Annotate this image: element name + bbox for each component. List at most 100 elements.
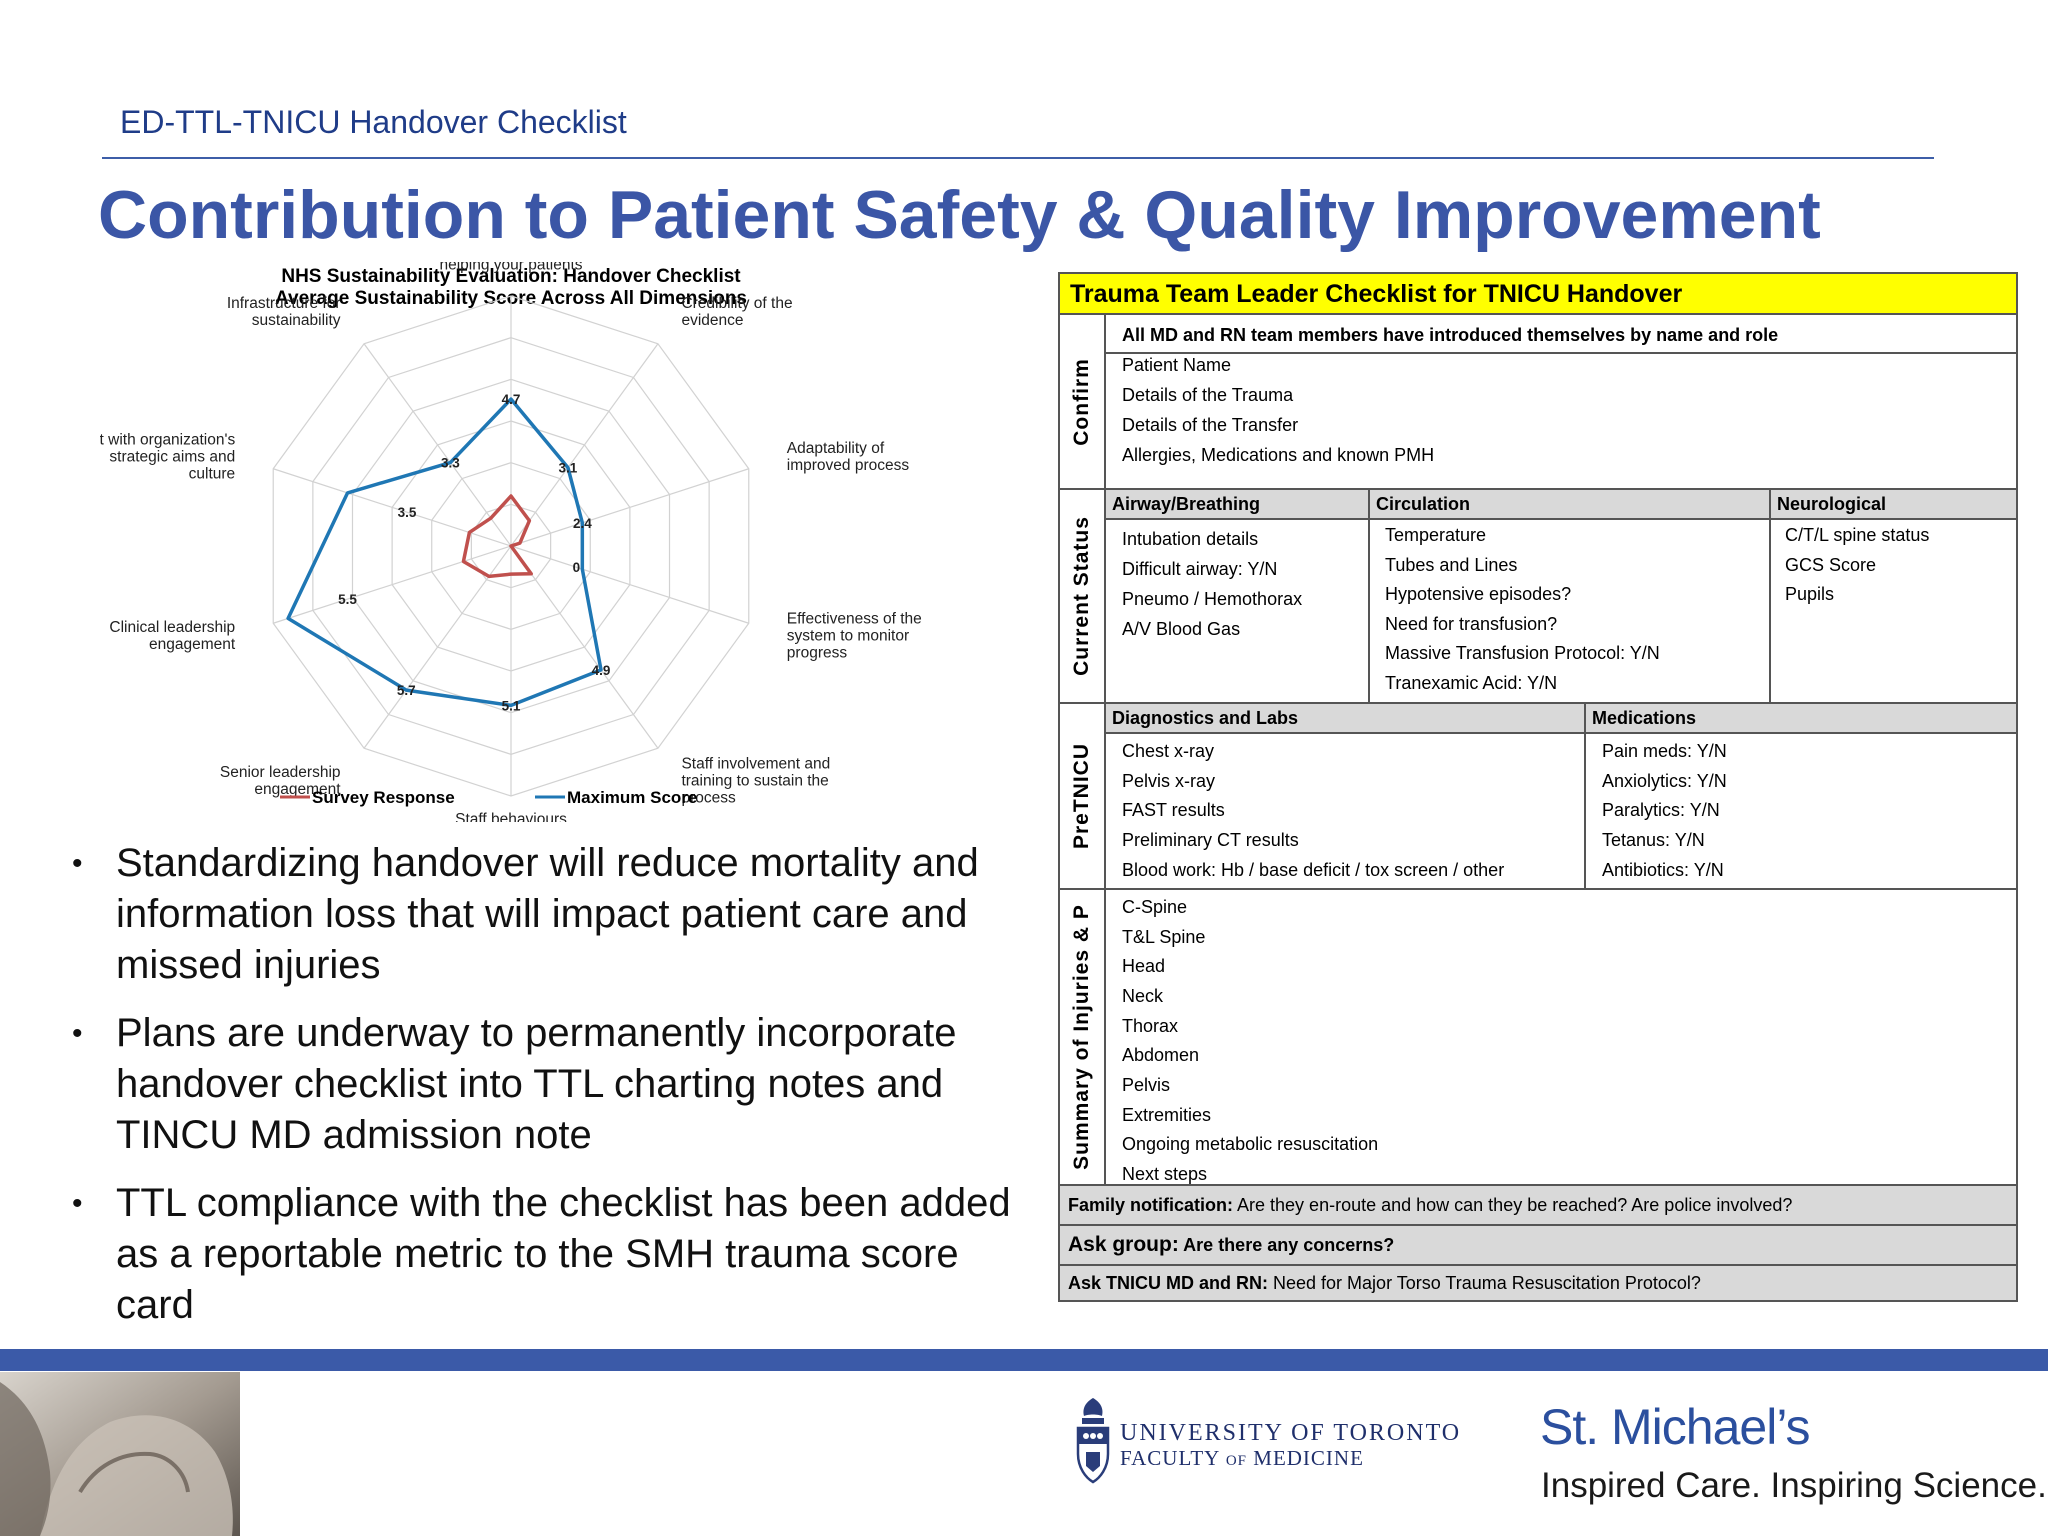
family-notification-label: Family notification: — [1068, 1195, 1234, 1215]
diagnostics-item: Pelvis x-ray — [1122, 771, 1216, 791]
summary-item: Abdomen — [1122, 1045, 1200, 1065]
chart-title: NHS Sustainability Evaluation: Handover … — [281, 266, 741, 287]
header-underline — [1104, 732, 2016, 734]
bullet-item: • TTL compliance with the checklist has b… — [70, 1178, 1030, 1331]
radar-dimension-label: Effectiveness of the system to monitor pro… — [787, 611, 922, 662]
radar-dimension-labels: Benefits beyondhelping your patients Cred… — [100, 262, 922, 822]
confirm-item: Patient Name — [1122, 355, 1232, 375]
airway-item: Intubation details — [1122, 529, 1259, 549]
airway-item: Pneumo / Hemothorax — [1122, 589, 1303, 609]
radar-dimension-label: Benefits beyondhelping your patients — [439, 262, 582, 274]
ttl-checklist: Trauma Team Leader Checklist for TNICU H… — [1058, 272, 2018, 1302]
medication-item: Paralytics: Y/N — [1602, 800, 1720, 820]
radar-value-label: 5.7 — [397, 683, 416, 698]
radar-value-label: 2.4 — [573, 516, 592, 531]
summary-item: Extremities — [1122, 1105, 1212, 1125]
footer-band — [0, 1349, 2048, 1371]
summary-item: Ongoing metabolic resuscitation — [1122, 1134, 1379, 1154]
checklist-label-divider — [1104, 315, 1106, 1184]
bar-divider — [1060, 1224, 2016, 1226]
bar-divider — [1060, 1264, 2016, 1266]
radar-value-label: 3.1 — [559, 461, 578, 476]
bullet-item: • Plans are underway to permanently incor… — [70, 1008, 1030, 1161]
bullet-text: Standardizing handover will reduce morta… — [116, 841, 979, 987]
document-header: ED-TTL-TNICU Handover Checklist — [120, 104, 627, 140]
column-header-medications: Medications — [1586, 704, 2016, 732]
summary-item: T&L Spine — [1122, 927, 1206, 947]
diagnostics-item: Preliminary CT results — [1122, 830, 1299, 850]
ask-group-text: Are there any concerns? — [1178, 1235, 1395, 1255]
summary-item: C-Spine — [1122, 897, 1188, 917]
section-divider — [1060, 702, 2016, 704]
column-header-circulation: Circulation — [1370, 490, 1769, 518]
section-label-summary: Summary of Injuries & P — [1070, 904, 1094, 1170]
column-header-airway: Airway/Breathing — [1106, 490, 1368, 518]
radar-value-label: 0 — [573, 560, 581, 575]
radar-dimension-label: Fit with organization's strategic aims an… — [100, 431, 235, 482]
angel-statue-photo — [0, 1372, 240, 1536]
confirm-item: Details of the Trauma — [1122, 385, 1294, 405]
circulation-item: Need for transfusion? — [1385, 614, 1558, 634]
section-label-current-status: Current Status — [1070, 516, 1094, 676]
radar-dimension-label: Senior leadership engagement — [220, 764, 341, 798]
airway-item: Difficult airway: Y/N — [1122, 559, 1278, 579]
bullet-dot-icon: • — [72, 1187, 83, 1220]
medication-item: Pain meds: Y/N — [1602, 741, 1727, 761]
summary-item: Next steps — [1122, 1164, 1208, 1184]
airway-item: A/V Blood Gas — [1122, 619, 1241, 639]
section-divider — [1060, 888, 2016, 890]
diagnostics-item: FAST results — [1122, 800, 1225, 820]
section-label-pretnicu: PreTNICU — [1070, 742, 1093, 850]
radar-spoke — [363, 343, 512, 547]
radar-value-label: 3.5 — [398, 505, 417, 520]
ask-tnicu-text: Need for Major Torso Trauma Resuscitatio… — [1268, 1273, 1701, 1293]
radar-spoke — [273, 545, 512, 624]
ask-tnicu-row: Ask TNICU MD and RN: Need for Major Tors… — [1060, 1266, 2016, 1300]
neuro-item: Pupils — [1785, 584, 1835, 604]
radar-value-label: 4.9 — [592, 663, 611, 678]
section-label-confirm: Confirm — [1070, 358, 1093, 446]
ask-tnicu-label: Ask TNICU MD and RN: — [1068, 1273, 1269, 1293]
radar-value-label: 5.1 — [502, 698, 521, 713]
neuro-item: GCS Score — [1785, 555, 1877, 575]
radar-series-line — [286, 397, 603, 708]
uoft-name: UNIVERSITY OF TORONTO — [1120, 1420, 1462, 1446]
section-divider — [1060, 1184, 2016, 1186]
bullet-dot-icon: • — [72, 1017, 83, 1050]
st-michaels-logo-text: St. Michael’s — [1540, 1399, 1811, 1455]
radar-series-line — [461, 494, 533, 579]
diagnostics-item: Blood work: Hb / base deficit / tox scre… — [1122, 860, 1505, 880]
bullet-text: TTL compliance with the checklist has be… — [116, 1181, 1011, 1327]
confirm-item: Allergies, Medications and known PMH — [1122, 445, 1435, 465]
column-header-diagnostics: Diagnostics and Labs — [1106, 704, 1584, 732]
circulation-item: Temperature — [1385, 525, 1487, 545]
radar-dimension-label: Staff involvement and training to sustain… — [681, 756, 830, 807]
radar-dimension-label: Infrastructure for sustainability — [227, 295, 341, 329]
circulation-item: Massive Transfusion Protocol: Y/N — [1385, 643, 1660, 663]
column-divider — [1584, 704, 1586, 888]
summary-item: Neck — [1122, 986, 1164, 1006]
ask-group-label: Ask group: — [1068, 1233, 1179, 1256]
family-notification-text: Are they en-route and how can they be re… — [1233, 1195, 1793, 1215]
section-divider — [1060, 488, 2016, 490]
radar-dimension-label: Credibility of the evidence — [681, 295, 792, 329]
radar-value-label: 5.5 — [338, 592, 357, 607]
radar-spoke — [363, 545, 512, 749]
radar-chart: NHS Sustainability Evaluation: Handover … — [100, 262, 922, 822]
medication-item: Tetanus: Y/N — [1602, 830, 1705, 850]
column-divider — [1769, 490, 1771, 702]
checklist-title: Trauma Team Leader Checklist for TNICU H… — [1060, 274, 2016, 315]
radar-dimension-label: Staff behaviourstoward sustaining thecha… — [438, 811, 584, 822]
bullet-list: • Standardizing handover will reduce mort… — [70, 838, 1030, 1348]
radar-spoke — [510, 468, 749, 547]
radar-value-label: 4.7 — [502, 392, 521, 407]
st-michaels-tagline: Inspired Care. Inspiring Science. — [1541, 1466, 2047, 1505]
medication-item: Anxiolytics: Y/N — [1602, 771, 1727, 791]
diagnostics-item: Chest x-ray — [1122, 741, 1215, 761]
bullet-item: • Standardizing handover will reduce mort… — [70, 838, 1030, 991]
radar-value-labels: 4.7 3.1 2.4 0 4.9 5.1 5.7 5.5 3.5 3.3 — [338, 392, 610, 713]
circulation-item: Tubes and Lines — [1385, 555, 1518, 575]
radar-spoke — [510, 545, 659, 749]
medication-item: Antibiotics: Y/N — [1602, 860, 1724, 880]
radar-dimension-label: Clinical leadership engagement — [109, 619, 235, 653]
